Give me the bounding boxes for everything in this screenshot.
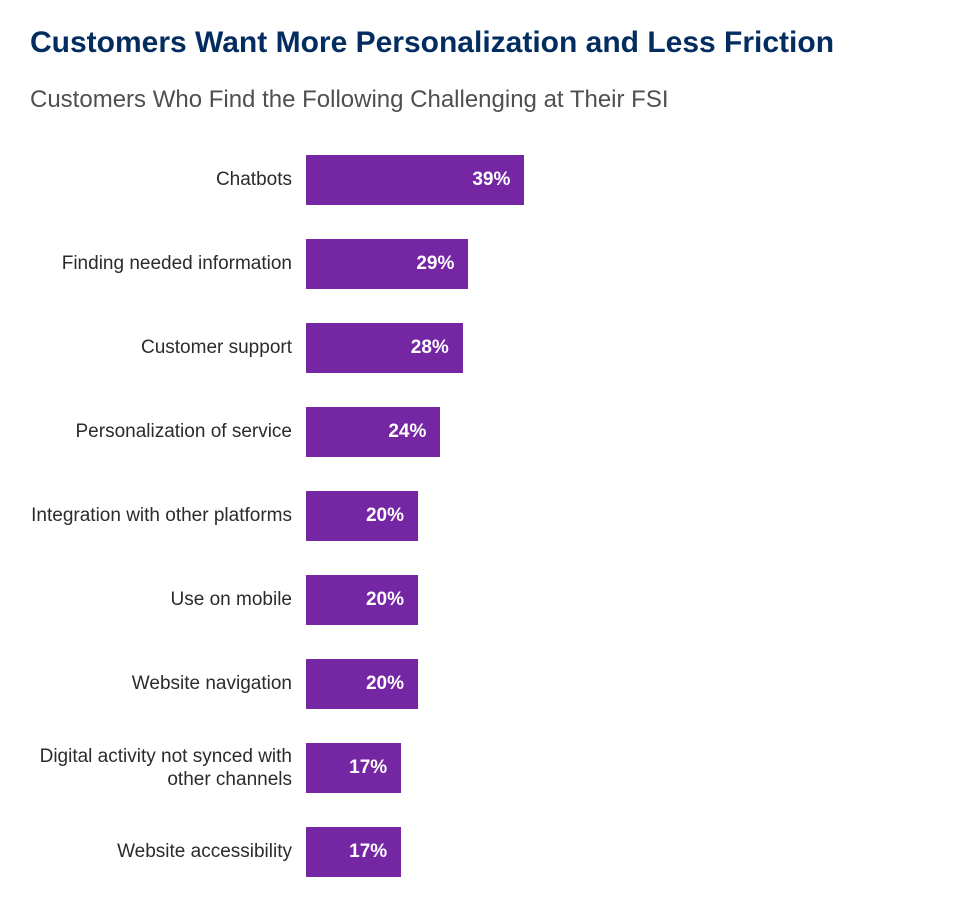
bar: 29% — [306, 239, 468, 289]
bar-label: Digital activity not synced with other c… — [30, 745, 306, 791]
bar-value: 20% — [366, 673, 404, 695]
bar-track: 28% — [306, 323, 944, 373]
bar-row: Use on mobile 20% — [30, 575, 944, 625]
bar-row: Website accessibility 17% — [30, 827, 944, 877]
bar-label: Website accessibility — [30, 840, 306, 863]
chart-page: Customers Want More Personalization and … — [0, 0, 974, 918]
bar-track: 20% — [306, 491, 944, 541]
bar: 20% — [306, 659, 418, 709]
bar-row: Integration with other platforms 20% — [30, 491, 944, 541]
bar-row: Customer support 28% — [30, 323, 944, 373]
bar-row: Chatbots 39% — [30, 155, 944, 205]
bar-label: Integration with other platforms — [30, 504, 306, 527]
bar-value: 17% — [349, 841, 387, 863]
bar-value: 20% — [366, 589, 404, 611]
bar-track: 29% — [306, 239, 944, 289]
bar-label: Use on mobile — [30, 588, 306, 611]
bar-value: 20% — [366, 505, 404, 527]
bar-label: Finding needed information — [30, 252, 306, 275]
bar-chart: Chatbots 39% Finding needed information 29%… — [30, 155, 944, 911]
bar: 24% — [306, 407, 440, 457]
bar-row: Website navigation 20% — [30, 659, 944, 709]
bar: 28% — [306, 323, 463, 373]
bar: 20% — [306, 491, 418, 541]
bar-track: 20% — [306, 575, 944, 625]
bar-row: Personalization of service 24% — [30, 407, 944, 457]
bar: 17% — [306, 827, 401, 877]
bar: 17% — [306, 743, 401, 793]
bar-value: 39% — [472, 169, 510, 191]
bar-value: 28% — [411, 337, 449, 359]
bar-label: Chatbots — [30, 168, 306, 191]
bar-label: Website navigation — [30, 672, 306, 695]
bar-label: Personalization of service — [30, 420, 306, 443]
bar-value: 29% — [416, 253, 454, 275]
bar-row: Digital activity not synced with other c… — [30, 743, 944, 793]
bar-track: 24% — [306, 407, 944, 457]
page-subtitle: Customers Who Find the Following Challen… — [30, 84, 944, 115]
bar: 20% — [306, 575, 418, 625]
bar-value: 17% — [349, 757, 387, 779]
bar-label: Customer support — [30, 336, 306, 359]
page-title: Customers Want More Personalization and … — [30, 24, 944, 62]
bar-row: Finding needed information 29% — [30, 239, 944, 289]
bar-track: 17% — [306, 743, 944, 793]
bar-track: 39% — [306, 155, 944, 205]
bar-track: 20% — [306, 659, 944, 709]
bar-value: 24% — [388, 421, 426, 443]
bar: 39% — [306, 155, 524, 205]
bar-track: 17% — [306, 827, 944, 877]
